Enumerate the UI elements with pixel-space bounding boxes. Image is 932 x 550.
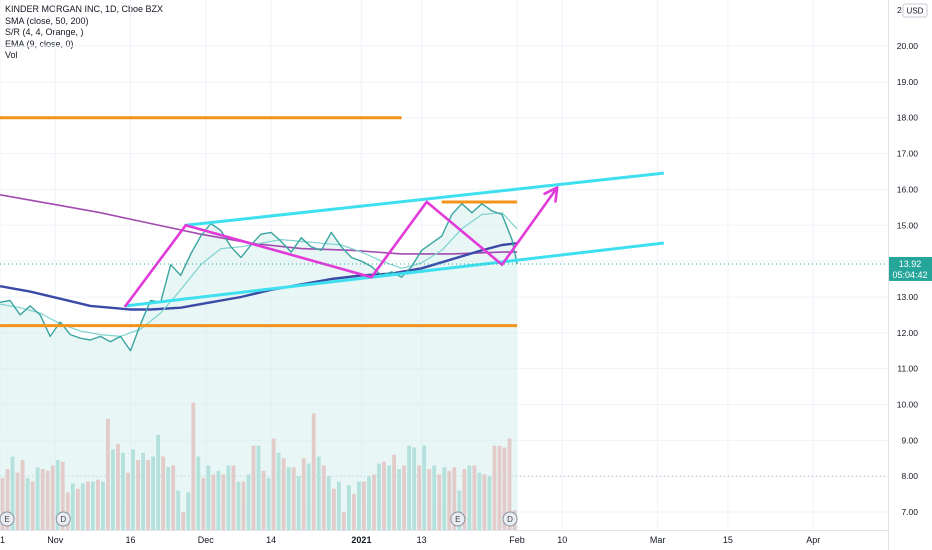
x-tick-label: 16 (126, 535, 136, 545)
y-tick-label: 8.00 (901, 471, 918, 481)
event-marker[interactable] (55, 511, 71, 527)
x-tick-label: Feb (509, 535, 525, 545)
x-tick-label: Apr (806, 535, 820, 545)
indicator-sr[interactable]: S/R (4, 4, Orange, ) (5, 27, 84, 37)
x-tick-label: 15 (723, 535, 733, 545)
event-marker[interactable] (502, 511, 518, 527)
x-tick-label: 21 (0, 535, 5, 545)
x-tick-label: 13 (417, 535, 427, 545)
chart-legend: KINDER MORGAN INC, 1D, Cboe BZX SMA (clo… (5, 4, 163, 62)
pattern-path (124, 186, 559, 308)
sma200-line (0, 194, 518, 255)
y-tick-label: 7.00 (901, 507, 918, 517)
indicator-lines (0, 194, 518, 352)
x-tick-label: 2021 (351, 535, 371, 545)
indicator-sma[interactable]: SMA (close, 50, 200) (5, 15, 89, 26)
drawings[interactable] (0, 116, 888, 328)
channel-line (124, 241, 665, 308)
y-tick-label: 11.00 (897, 364, 918, 374)
y-tick-label: 17.00 (897, 149, 919, 159)
price-tag (889, 256, 932, 281)
indicator-vol[interactable]: Vol (5, 50, 18, 60)
current-price-label: 13.92 (899, 259, 922, 269)
x-tick-label: Nov (47, 535, 64, 545)
currency-label: USD (907, 7, 924, 16)
symbol-title[interactable]: KINDER MORGAN INC, 1D, Cboe BZX (5, 4, 164, 14)
x-tick-label: 10 (557, 535, 567, 545)
indicator-ema[interactable]: EMA (9, close, 0) (5, 38, 74, 49)
channel-line (184, 171, 665, 227)
y-tick-label: 16.00 (897, 184, 919, 194)
price-area-fill (0, 203, 518, 530)
x-tick-label: Dec (198, 535, 215, 545)
arrow-head (543, 186, 559, 203)
sma50-line (0, 242, 518, 311)
event-marker-label: E (4, 515, 9, 524)
event-marker[interactable] (450, 511, 466, 527)
y-tick-label: 19.00 (897, 77, 919, 87)
x-tick-label: 14 (266, 535, 276, 545)
time-axis-bg (0, 530, 888, 550)
x-tick-label: Mar (650, 535, 666, 545)
y-tick-label-top: 2 (897, 5, 902, 15)
event-marker-label: D (60, 515, 66, 524)
price-area (0, 203, 518, 530)
event-marker[interactable] (0, 511, 15, 527)
ema-line (0, 212, 518, 337)
y-tick-label: 10.00 (897, 400, 919, 410)
y-tick-label: 20.00 (897, 41, 919, 51)
price-line (0, 203, 518, 352)
countdown-label: 05:04:42 (892, 270, 927, 280)
y-tick-label: 12.00 (897, 328, 919, 338)
currency-box (902, 3, 928, 18)
y-tick-label: 15.00 (897, 220, 919, 230)
y-tick-label: 18.00 (897, 113, 919, 123)
y-tick-label: 9.00 (901, 435, 918, 445)
event-marker-label: E (455, 515, 460, 524)
event-marker-label: D (507, 515, 513, 524)
y-tick-label: 13.00 (897, 292, 919, 302)
